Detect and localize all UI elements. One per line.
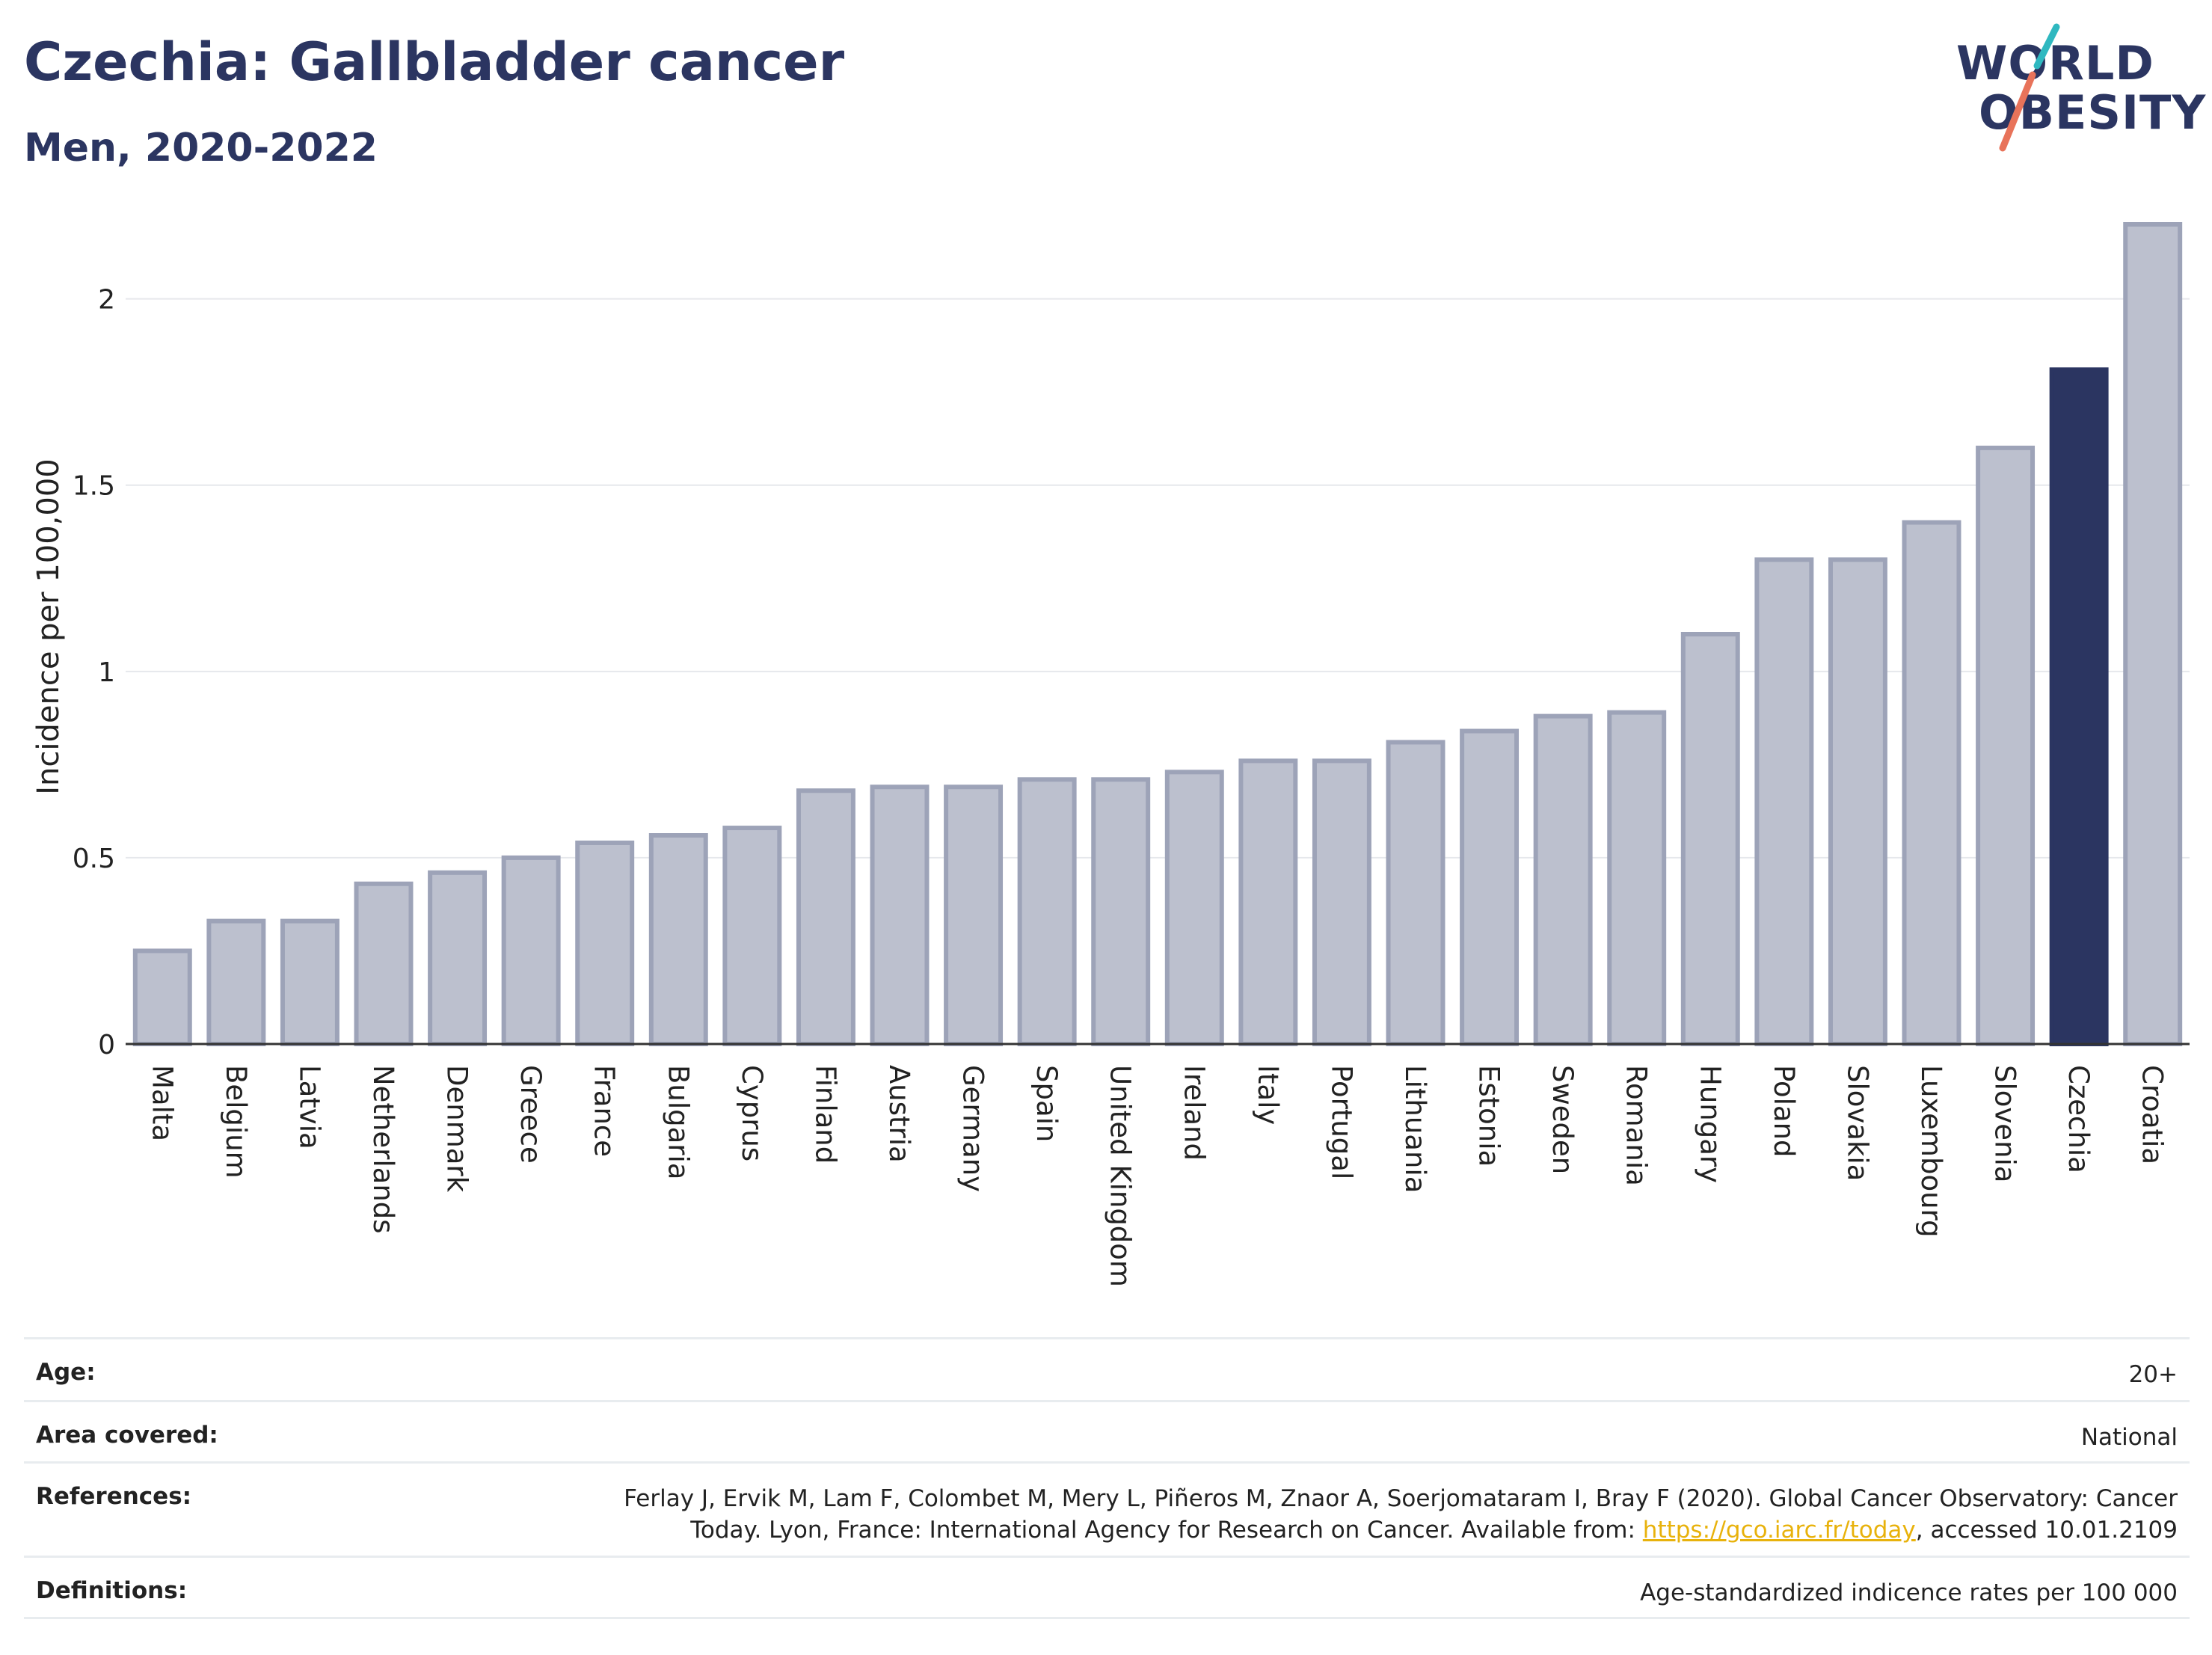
area-label: Area covered:: [36, 1422, 218, 1449]
bar: [2123, 222, 2183, 1046]
chart-subtitle: Men, 2020-2022: [24, 126, 378, 171]
bar: [1460, 728, 1520, 1046]
y-tick-label: 0.5: [73, 844, 115, 874]
bar: [575, 840, 635, 1046]
info-row-definitions: Definitions: Age-standardized indicence …: [24, 1556, 2190, 1617]
x-tick-label: Poland: [1768, 1065, 1800, 1158]
x-tick-label: Hungary: [1694, 1065, 1726, 1183]
x-tick-label: Slovenia: [1989, 1065, 2021, 1182]
y-tick-label: 1: [98, 657, 115, 688]
y-tick-label: 1.5: [73, 471, 115, 502]
x-tick-label: Sweden: [1546, 1065, 1579, 1174]
bar: [1533, 713, 1593, 1046]
x-tick-label: Croatia: [2136, 1065, 2169, 1164]
bar: [1902, 520, 1961, 1046]
bar: [1164, 770, 1224, 1046]
info-row-references: References: Ferlay J, Ervik M, Lam F, Co…: [24, 1461, 2190, 1556]
bar: [354, 881, 414, 1047]
bar: [870, 784, 930, 1046]
bar: [1976, 445, 2036, 1046]
bar: [206, 918, 266, 1046]
bar: [2049, 367, 2109, 1047]
chart-title: Czechia: Gallbladder cancer: [24, 31, 845, 93]
info-table: Age: 20+ Area covered: National Referenc…: [24, 1337, 2190, 1619]
bar: [1754, 557, 1814, 1046]
bar: [944, 784, 1004, 1046]
x-tick-label: Bulgaria: [662, 1065, 694, 1179]
x-tick-label: Malta: [146, 1065, 178, 1141]
bar: [501, 855, 561, 1046]
x-tick-label: Denmark: [441, 1065, 473, 1193]
x-tick-label: Greece: [514, 1065, 547, 1164]
bar: [1828, 557, 1887, 1046]
logo-slash-icon: [1999, 23, 2060, 152]
x-tick-label: France: [589, 1065, 621, 1157]
references-link[interactable]: https://gco.iarc.fr/today: [1642, 1517, 1916, 1544]
x-tick-label: Ireland: [1178, 1065, 1210, 1161]
world-obesity-logo: WORLD OBESITY: [1944, 21, 2205, 163]
bar: [1238, 758, 1298, 1047]
definitions-label: Definitions:: [36, 1577, 188, 1604]
age-label: Age:: [36, 1359, 96, 1386]
bar: [428, 870, 488, 1046]
bar: [648, 833, 708, 1046]
info-row-area: Area covered: National: [24, 1400, 2190, 1461]
x-tick-label: Spain: [1030, 1065, 1063, 1142]
x-tick-label: Cyprus: [736, 1065, 768, 1161]
x-tick-label: Portugal: [1325, 1065, 1357, 1179]
bar: [132, 948, 192, 1047]
x-tick-label: Germany: [957, 1065, 989, 1192]
bar: [1607, 710, 1667, 1046]
x-tick-label: Lithuania: [1399, 1065, 1431, 1193]
bar: [1386, 740, 1446, 1046]
references-line-2-prefix: Today. Lyon, France: International Agenc…: [690, 1517, 1643, 1544]
y-tick-label: 0: [98, 1030, 115, 1060]
y-axis-label: Incidence per 100,000: [31, 458, 66, 795]
x-tick-label: Romania: [1620, 1065, 1653, 1186]
y-tick-label: 2: [98, 285, 115, 316]
definitions-value: Age-standardized indicence rates per 100…: [1640, 1579, 2178, 1606]
logo-line-1: WORLD: [1956, 36, 2154, 90]
bar: [722, 826, 782, 1047]
bar: [1680, 632, 1740, 1046]
references-label: References:: [36, 1483, 192, 1510]
x-tick-label: Slovakia: [1841, 1065, 1873, 1181]
info-row-age: Age: 20+: [24, 1337, 2190, 1400]
x-tick-label: Belgium: [220, 1065, 252, 1179]
bar: [1312, 758, 1371, 1047]
bar: [280, 918, 340, 1046]
x-tick-label: Czechia: [2062, 1065, 2095, 1173]
x-tick-label: Finland: [809, 1065, 841, 1164]
x-tick-label: Luxembourg: [1915, 1065, 1947, 1238]
info-table-bottom-border: [24, 1617, 2190, 1619]
bar: [1091, 777, 1151, 1046]
area-value: National: [2080, 1424, 2178, 1451]
x-tick-label: Austria: [883, 1065, 915, 1163]
x-tick-label: Italy: [1252, 1065, 1284, 1125]
x-tick-label: Latvia: [293, 1065, 325, 1149]
x-tick-label: Estonia: [1473, 1065, 1505, 1167]
bar: [1017, 777, 1077, 1046]
bar-chart: 0 0.5 1 1.5 2 Incidence per 100,000 Malta Belgi…: [31, 222, 2190, 1287]
bar: [796, 788, 855, 1046]
x-tick-label: United Kingdom: [1105, 1065, 1137, 1287]
age-value: 20+: [2128, 1361, 2178, 1388]
references-line-1: Ferlay J, Ervik M, Lam F, Colombet M, Me…: [624, 1485, 2178, 1512]
references-line-2-suffix: , accessed 10.01.2109: [1915, 1517, 2178, 1544]
x-tick-label: Netherlands: [367, 1065, 399, 1234]
references-value: Ferlay J, Ervik M, Lam F, Colombet M, Me…: [624, 1483, 2178, 1546]
